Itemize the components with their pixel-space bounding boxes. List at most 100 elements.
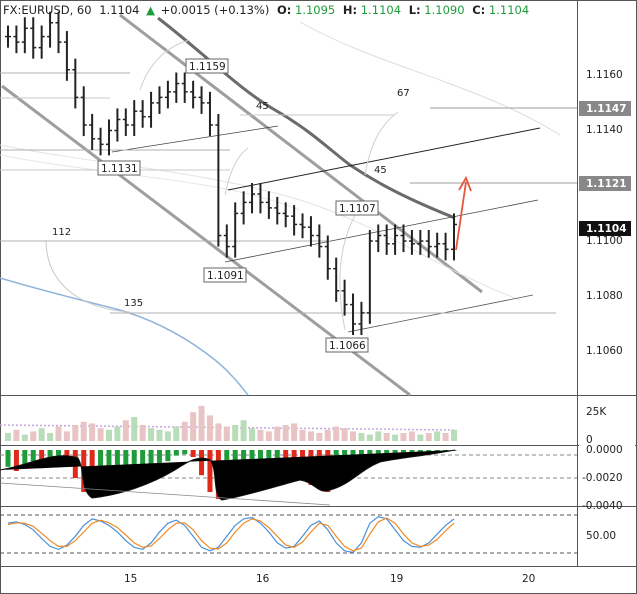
volume-bar [265,431,272,441]
macd-bar [13,450,19,471]
volume-bar [105,429,112,441]
price-bar [164,80,171,109]
price-label-1104: 1.1104 [586,223,627,235]
macd-bar [426,450,432,452]
volume-bar [63,431,70,441]
macd-bar [392,450,398,455]
macd-trend-line [0,482,331,506]
volume-bar [375,431,382,441]
volume-bar [55,426,62,441]
time-tick-19: 19 [390,573,403,585]
callout-box-1091 [203,267,247,283]
open-label: O: [277,3,291,17]
price-label-1104-box [579,221,631,236]
fib-arc-1 [45,239,131,313]
volume-bar [5,433,11,441]
price-bar [131,100,138,137]
macd-tick-0: 0.0000 [586,444,623,456]
moving-average-dark [157,16,456,220]
volume-bar [72,425,79,441]
price-tick-1080: 1.1080 [586,290,623,302]
price-drawings [0,13,577,397]
price-label-1121: 1.1121 [586,178,627,190]
projection-arrow [455,181,467,251]
volume-bar [38,428,45,441]
volume-bar [206,415,213,441]
price-bar [341,279,348,316]
price-bar [63,31,70,81]
price-bar [350,293,357,335]
volume-bar [80,421,87,441]
volume-axis[interactable]: 25K 0 [586,406,607,446]
projection-arrowhead-icon [458,175,472,192]
price-tick-1160: 1.1160 [586,69,623,81]
callout-1091: 1.1091 [207,270,244,282]
price-bar [274,196,281,225]
price-bar [55,11,62,54]
stoch-tick-50: 50.00 [586,530,616,542]
callout-1107: 1.1107 [339,203,376,215]
volume-bar [282,425,289,441]
price-bar [47,11,54,48]
high-low-callouts: 1.1159 1.1131 1.1091 1.1107 1.1066 [97,58,379,353]
price-bar [257,183,264,214]
volume-bar [417,434,424,441]
fib-arc-5 [364,111,399,176]
volume-bars [5,405,457,441]
volume-bar [299,429,306,441]
volume-bar [47,433,54,441]
stoch-axis[interactable]: 50.00 [586,530,616,542]
macd-bar [47,450,53,459]
callout-1131: 1.1131 [101,163,138,175]
macd-bar [207,450,213,492]
price-bar [366,229,373,324]
macd-bar [384,450,390,456]
price-bar [299,213,306,239]
price-bar [215,113,222,247]
fib-labels: 112 135 45 67 45 [52,88,410,309]
price-axis[interactable]: 1.1160 1.1140 1.1100 1.1080 1.1060 1.114… [579,69,631,357]
price-bar [181,72,188,103]
macd-bar [401,450,407,453]
price-tick-1140: 1.1140 [586,124,623,136]
price-bar [425,229,432,258]
volume-bar [324,429,331,441]
price-bar [72,58,79,109]
price-bar [324,235,331,280]
volume-bar [164,431,171,441]
volume-bar [392,434,399,441]
macd-bar [182,450,188,455]
envelope-curve-1 [299,21,561,136]
volume-bar [341,428,348,441]
price-bar [282,202,289,228]
price-bar [156,86,163,114]
price-bar [114,108,121,142]
volume-bar [148,428,155,441]
volume-bar [400,433,407,441]
volume-bar [173,426,180,441]
volume-bar [122,420,129,441]
price-bar [190,80,197,109]
channel-upper-line [119,13,483,294]
time-axis[interactable]: 15 16 19 20 [124,573,535,585]
callout-1159: 1.1159 [189,61,226,73]
volume-bar [181,421,188,441]
volume-bar [249,428,256,441]
callout-box-1066 [325,337,369,353]
price-bar [442,232,449,261]
volume-bar [442,433,449,441]
macd-bar [165,450,171,462]
callout-box-1159 [185,58,229,74]
price-bar [21,17,28,54]
high-value: 1.1104 [361,3,401,17]
macd-bar [409,450,415,453]
up-arrow-icon: ▲ [146,3,155,17]
price-bar [240,191,247,225]
volume-bar [30,431,37,441]
callout-1066: 1.1066 [329,340,366,352]
volume-bar [274,426,281,441]
price-bar [97,127,104,156]
macd-axis[interactable]: 0.0000 -0.0020 -0.0040 [579,443,635,512]
price-bar [408,229,415,255]
